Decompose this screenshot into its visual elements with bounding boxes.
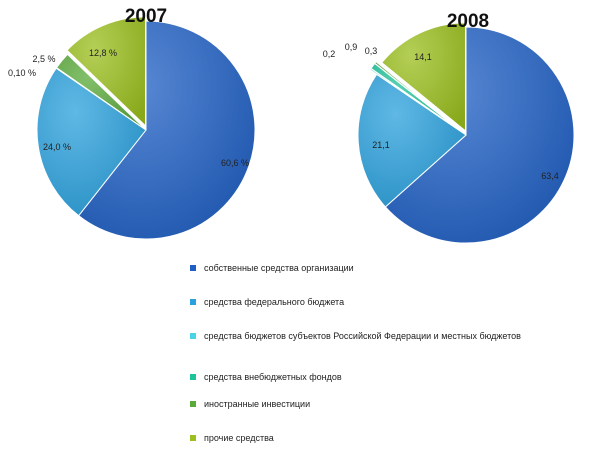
legend-swatch-extrabudgetary_funds (190, 374, 196, 380)
legend-swatch-foreign_investment (190, 401, 196, 407)
legend-swatch-regional_budgets (190, 333, 196, 339)
legend-item-own_funds: собственные средства организации (190, 262, 544, 274)
legend-swatch-federal_budget (190, 299, 196, 305)
data-label-2007-other_funds: 12,8 % (89, 48, 117, 58)
legend-label-foreign_investment: иностранные инвестиции (204, 399, 311, 409)
chart-title-2007: 2007 (125, 6, 167, 27)
pie-chart-2008: 63,4 21,1 0,2 0,9 0,3 14,1 2008 (323, 11, 575, 244)
chart-title-2008: 2008 (447, 11, 489, 32)
legend-swatch-own_funds (190, 265, 196, 271)
pie-slice-2008-foreign_investment (374, 60, 461, 131)
data-label-2008-federal_budget: 21,1 (372, 140, 390, 150)
pie-slice-2007-foreign_investment (55, 53, 147, 131)
legend-label-own_funds: собственные средства организации (204, 263, 354, 273)
legend-swatch-other_funds (190, 435, 196, 441)
data-label-2008-other_funds: 14,1 (414, 52, 432, 62)
pie-slice-2008-own_funds (384, 26, 575, 244)
pie-slice-2007-own_funds (77, 20, 256, 240)
data-label-2008-extrabudgetary_funds: 0,9 (345, 42, 358, 52)
legend-item-extrabudgetary_funds: средства внебюджетных фондов (190, 371, 544, 383)
legend-item-federal_budget: средства федерального бюджета (190, 296, 544, 308)
legend-label-regional_budgets: средства бюджетов субъектов Российской Ф… (204, 331, 521, 341)
data-label-2007-federal_budget: 24,0 % (43, 142, 71, 152)
legend-item-regional_budgets: средства бюджетов субъектов Российской Ф… (190, 330, 544, 342)
data-label-2007-own_funds: 60,6 % (221, 158, 249, 168)
data-label-2007-foreign_investment: 2,5 % (32, 54, 55, 64)
pie-slice-2008-federal_budget (357, 73, 467, 208)
pie-slice-2007-federal_budget (36, 67, 147, 217)
legend-label-extrabudgetary_funds: средства внебюджетных фондов (204, 372, 342, 382)
data-label-2008-regional_budgets: 0,2 (323, 49, 336, 59)
legend-label-other_funds: прочие средства (204, 433, 274, 443)
pie-slice-2008-other_funds (381, 22, 466, 132)
legend-item-foreign_investment: иностранные инвестиции (190, 398, 544, 410)
legend-item-other_funds: прочие средства (190, 432, 544, 444)
legend-label-federal_budget: средства федерального бюджета (204, 297, 345, 307)
data-label-2007-regional_budgets: 0,10 % (8, 68, 36, 78)
pie-chart-2007: 60,6 % 24,0 % 0,10 % 2,5 % 12,8 % 2007 (8, 6, 256, 240)
pie-slice-2007-other_funds (66, 16, 147, 128)
data-label-2008-own_funds: 63,4 (541, 171, 559, 181)
data-label-2008-foreign_investment: 0,3 (365, 46, 378, 56)
